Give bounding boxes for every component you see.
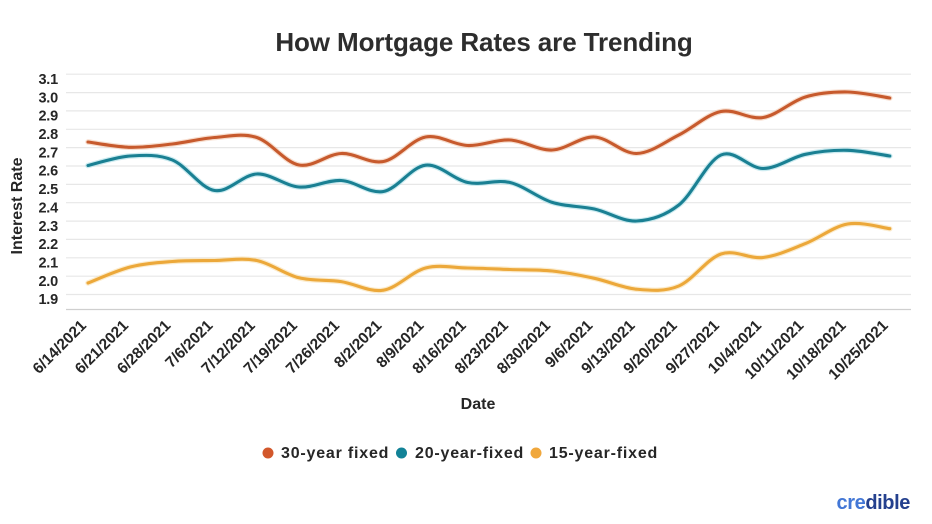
svg-text:3.0: 3.0 <box>38 90 58 106</box>
svg-text:credible: credible <box>836 492 910 514</box>
svg-text:2.7: 2.7 <box>38 145 58 161</box>
svg-text:2.5: 2.5 <box>38 182 58 198</box>
svg-text:2.8: 2.8 <box>38 127 58 143</box>
svg-text:Date: Date <box>461 396 496 413</box>
svg-text:2.6: 2.6 <box>38 164 58 180</box>
svg-text:2.3: 2.3 <box>38 219 58 235</box>
svg-text:1.9: 1.9 <box>38 292 58 308</box>
svg-text:How Mortgage Rates are Trendin: How Mortgage Rates are Trending <box>275 27 692 57</box>
svg-text:15-year-fixed: 15-year-fixed <box>549 445 658 462</box>
svg-text:2.1: 2.1 <box>38 256 58 272</box>
svg-text:Interest Rate: Interest Rate <box>9 157 26 254</box>
svg-text:2.0: 2.0 <box>38 274 58 290</box>
svg-text:30-year fixed: 30-year fixed <box>281 445 389 462</box>
svg-text:20-year-fixed: 20-year-fixed <box>415 445 524 462</box>
svg-text:2.4: 2.4 <box>38 200 58 216</box>
svg-text:3.1: 3.1 <box>38 72 58 88</box>
svg-text:2.2: 2.2 <box>38 237 58 253</box>
svg-text:2.9: 2.9 <box>38 109 58 125</box>
